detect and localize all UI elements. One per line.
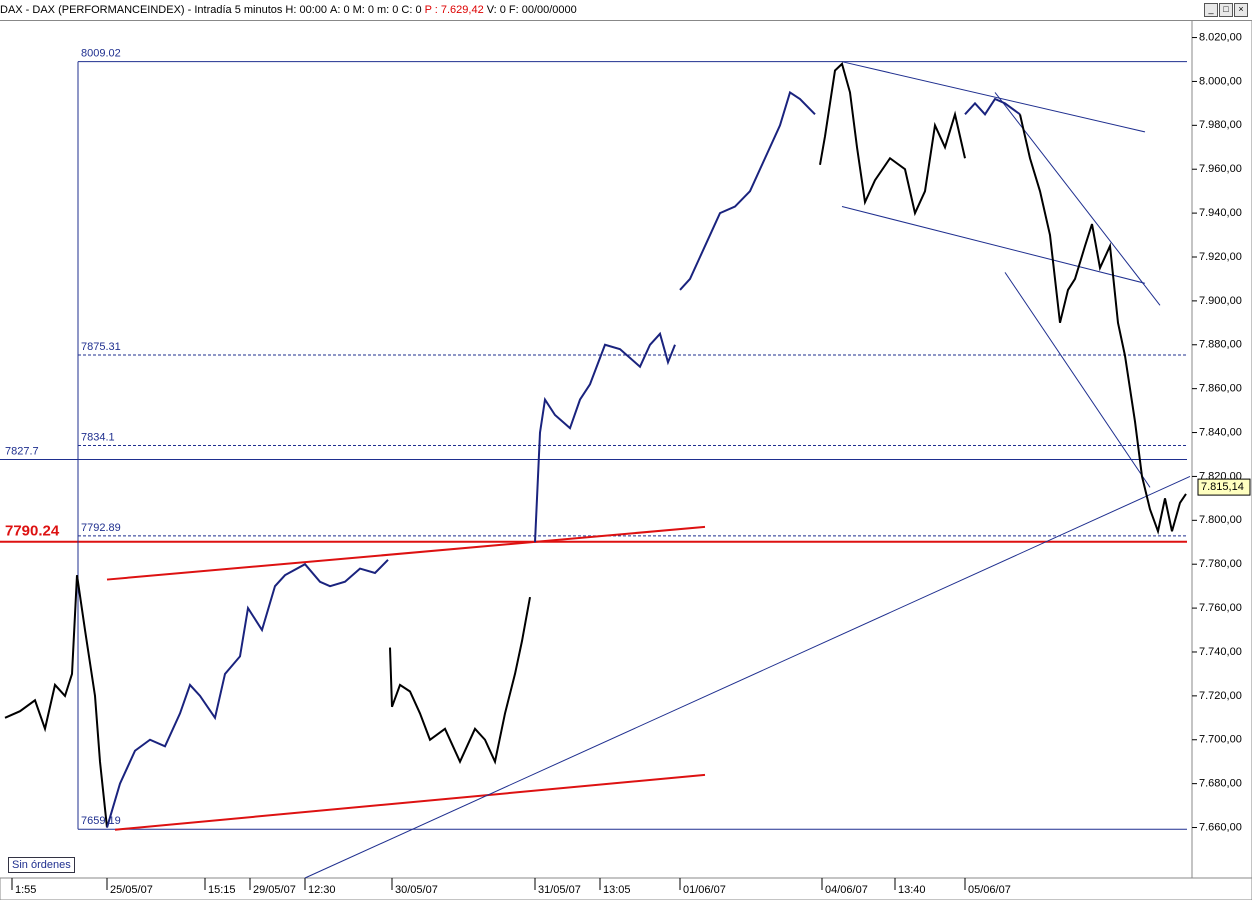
status-field: V: 0 [486, 4, 506, 16]
window-buttons: _ □ × [1204, 3, 1248, 17]
x-axis-area [0, 877, 1252, 900]
y-tick-label: 7.700,00 [1199, 734, 1242, 746]
y-tick-label: 8.000,00 [1199, 75, 1242, 87]
level-label: 7792.89 [81, 522, 121, 534]
status-field: A: 0 [330, 4, 350, 16]
title-bar: DAX - DAX (PERFORMANCEINDEX) - Intradía … [0, 0, 1252, 21]
maximize[interactable]: □ [1219, 3, 1233, 17]
price-line [1019, 114, 1187, 535]
orders-button[interactable]: Sin órdenes [8, 857, 75, 873]
x-tick-label: 04/06/07 [825, 884, 868, 896]
y-tick-label: 7.680,00 [1199, 778, 1242, 790]
y-tick-label: 7.880,00 [1199, 339, 1242, 351]
x-tick-label: 05/06/07 [968, 884, 1011, 896]
close[interactable]: × [1234, 3, 1248, 17]
price-line [679, 90, 816, 291]
y-tick-label: 7.960,00 [1199, 163, 1242, 175]
trend-line [841, 206, 1146, 284]
y-tick-label: 7.780,00 [1199, 558, 1242, 570]
trend-line [106, 525, 706, 581]
x-tick-label: 15:15 [208, 884, 236, 896]
y-tick-label: 7.980,00 [1199, 119, 1242, 131]
y-tick-label: 7.940,00 [1199, 207, 1242, 219]
trend-line [304, 475, 1191, 879]
y-tick-label: 7.920,00 [1199, 251, 1242, 263]
price-line [4, 575, 108, 828]
level-label: 7875.31 [81, 341, 121, 353]
y-tick-label: 7.660,00 [1199, 821, 1242, 833]
y-tick-label: 8.020,00 [1199, 31, 1242, 43]
y-axis-area [1191, 19, 1252, 879]
level-label: 7834.1 [81, 431, 115, 443]
minimize[interactable]: _ [1204, 3, 1218, 17]
trend-line [114, 773, 706, 831]
window-title: DAX - DAX (PERFORMANCEINDEX) - Intradía … [0, 4, 283, 16]
status-field: F: 00/00/0000 [508, 4, 577, 16]
trend-line [841, 61, 1146, 133]
status-field: M: 0 [352, 4, 374, 16]
status-field: C: 0 [401, 4, 422, 16]
status-field: P : 7.629,42 [424, 4, 484, 16]
price-line [819, 62, 966, 217]
level-label: 7659.19 [81, 815, 121, 827]
last-price-label: 7.815,14 [1201, 481, 1244, 493]
status-field: m: 0 [376, 4, 399, 16]
plot-area [0, 20, 1192, 878]
status-field: H: 00:00 [285, 4, 327, 16]
y-tick-label: 7.860,00 [1199, 383, 1242, 395]
price-line [106, 559, 389, 828]
x-tick-label: 30/05/07 [395, 884, 438, 896]
last-price-box [1197, 478, 1251, 496]
level-label: 8009.02 [81, 48, 121, 60]
y-tick-label: 7.900,00 [1199, 295, 1242, 307]
price-line [389, 596, 531, 765]
x-tick-label: 31/05/07 [538, 884, 581, 896]
y-tick-label: 7.840,00 [1199, 426, 1242, 438]
x-tick-label: 29/05/07 [253, 884, 296, 896]
x-tick-label: 01/06/07 [683, 884, 726, 896]
x-tick-label: 12:30 [308, 884, 336, 896]
y-tick-label: 7.740,00 [1199, 646, 1242, 658]
x-tick-label: 1:55 [15, 884, 36, 896]
x-tick-label: 25/05/07 [110, 884, 153, 896]
x-tick-label: 13:40 [898, 884, 926, 896]
y-tick-label: 7.800,00 [1199, 514, 1242, 526]
y-tick-label: 7.760,00 [1199, 602, 1242, 614]
y-tick-label: 7.720,00 [1199, 690, 1242, 702]
x-tick-label: 13:05 [603, 884, 631, 896]
price-line [964, 97, 1021, 116]
trend-line [1004, 272, 1151, 488]
price-line [534, 331, 676, 543]
level-label: 7790.24 [5, 523, 60, 540]
level-label: 7827.7 [5, 445, 39, 457]
